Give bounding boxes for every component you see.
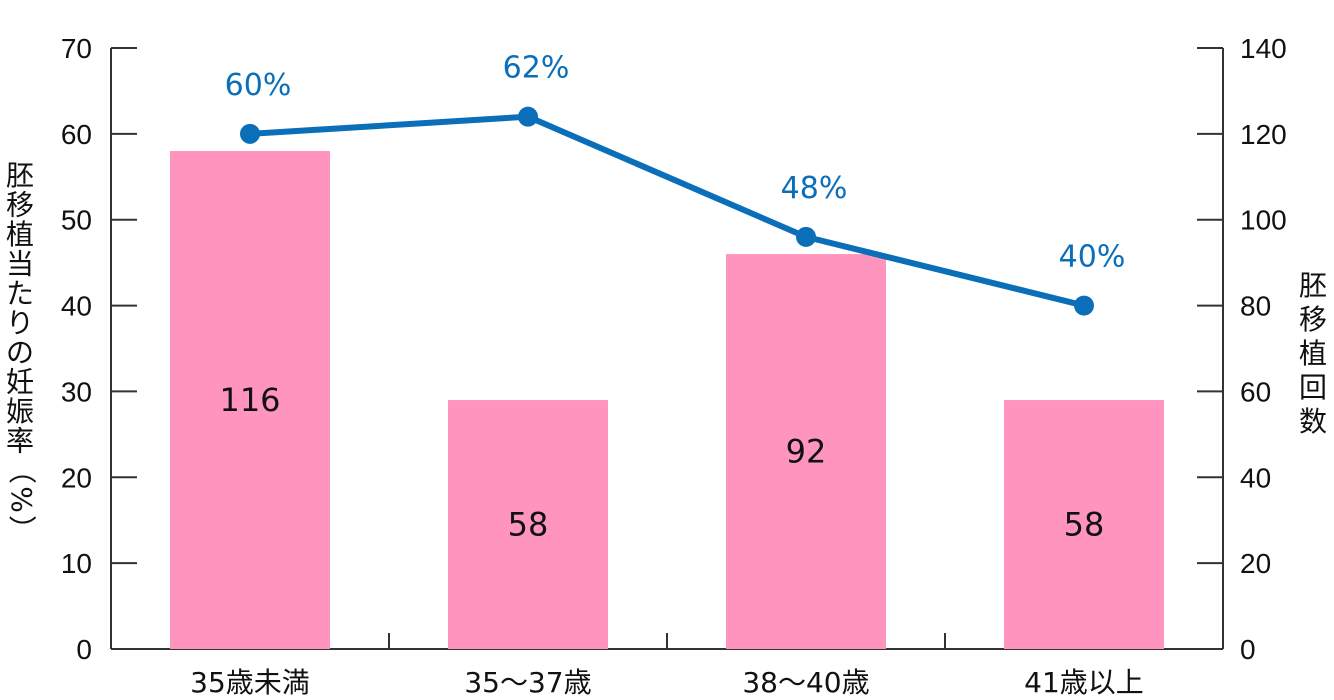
right-tick-label: 120 (1240, 119, 1287, 150)
bar-1 (170, 151, 330, 649)
bar-value-label: 92 (786, 433, 827, 471)
left-axis-title-char: 当 (6, 248, 34, 281)
left-axis-title-char: % (5, 486, 38, 513)
left-axis-title-char: （ (5, 456, 38, 484)
right-axis-title-char: 回 (1299, 371, 1327, 404)
bar-series (170, 151, 1164, 650)
axes: 0 10 20 30 40 50 60 70 0 20 40 60 80 100 120 140 35歳未満 35… (61, 33, 1287, 699)
right-tick-label: 80 (1240, 291, 1271, 322)
left-axis-title-char: の (6, 336, 34, 369)
right-axis-title-char: 数 (1299, 405, 1327, 438)
bar-value-label: 116 (219, 381, 280, 419)
left-axis-title-char: た (6, 277, 34, 310)
left-tick-label: 0 (76, 634, 92, 665)
rate-line (249, 113, 1085, 309)
left-axis-title-char: 胚 (6, 159, 34, 192)
left-axis-title-char: 植 (6, 218, 34, 251)
right-axis-title-char: 移 (1299, 303, 1327, 336)
left-tick-label: 50 (61, 205, 92, 236)
rate-value-label: 48% (781, 171, 848, 206)
line-series (240, 106, 1094, 316)
right-tick-label: 60 (1240, 376, 1271, 407)
data-labels: 116 58 92 58 60% 62% 48% 40% (219, 51, 1125, 544)
bar-3 (726, 254, 886, 650)
rate-point-1 (240, 123, 260, 144)
left-tick-label: 10 (61, 548, 92, 579)
bar-4 (1004, 400, 1164, 649)
rate-point-4 (1074, 295, 1094, 316)
right-tick-label: 100 (1240, 205, 1287, 236)
rate-value-label: 60% (225, 68, 292, 103)
left-axis-title-char: 妊 (6, 366, 34, 399)
rate-value-label: 62% (503, 51, 570, 86)
left-axis-title-char: り (6, 307, 34, 340)
x-category-label: 35～37歳 (464, 666, 591, 699)
rate-value-label: 40% (1059, 240, 1126, 275)
right-axis-title-char: 胚 (1299, 269, 1327, 302)
left-axis-title-char: 率 (6, 425, 34, 458)
bar-value-label: 58 (1064, 506, 1105, 544)
left-tick-label: 20 (61, 462, 92, 493)
left-tick-label: 60 (61, 119, 92, 150)
right-tick-label: 20 (1240, 548, 1271, 579)
rate-point-3 (796, 226, 816, 247)
right-axis-title-char: 植 (1299, 337, 1327, 370)
rate-point-2 (518, 106, 538, 127)
left-tick-label: 70 (61, 33, 92, 64)
left-axis-title-char: 移 (6, 189, 34, 222)
right-tick-label: 40 (1240, 462, 1271, 493)
left-tick-label: 40 (61, 291, 92, 322)
right-tick-label: 140 (1240, 33, 1287, 64)
bar-2 (448, 400, 608, 649)
left-axis-title-char: ） (5, 515, 38, 543)
x-category-label: 38～40歳 (742, 666, 869, 699)
x-category-label: 41歳以上 (1024, 666, 1144, 699)
right-tick-label: 0 (1240, 634, 1256, 665)
bar-value-label: 58 (508, 506, 549, 544)
x-category-label: 35歳未満 (190, 666, 310, 699)
left-tick-label: 30 (61, 376, 92, 407)
left-axis-title-char: 娠 (6, 395, 34, 428)
